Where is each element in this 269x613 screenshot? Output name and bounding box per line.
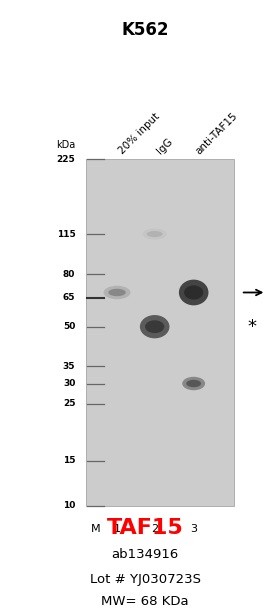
Text: 80: 80 — [63, 270, 75, 279]
Text: 30: 30 — [63, 379, 75, 388]
Ellipse shape — [179, 280, 208, 305]
Text: MW= 68 KDa: MW= 68 KDa — [101, 595, 189, 609]
Text: IgG: IgG — [155, 137, 174, 156]
Text: kDa: kDa — [56, 140, 75, 150]
Text: Lot # YJ030723S: Lot # YJ030723S — [90, 573, 201, 586]
Ellipse shape — [186, 380, 201, 387]
Ellipse shape — [104, 286, 130, 299]
Ellipse shape — [145, 320, 164, 333]
Text: 3: 3 — [190, 524, 197, 534]
Text: 20% input: 20% input — [117, 112, 162, 156]
Text: 65: 65 — [63, 293, 75, 302]
Ellipse shape — [140, 315, 169, 338]
Text: 225: 225 — [56, 155, 75, 164]
Text: TAF15: TAF15 — [107, 519, 184, 538]
Text: 50: 50 — [63, 322, 75, 331]
Text: M: M — [91, 524, 100, 534]
Ellipse shape — [182, 377, 205, 390]
Text: *: * — [247, 318, 256, 336]
Ellipse shape — [108, 289, 126, 296]
Text: 35: 35 — [63, 362, 75, 371]
Text: ab134916: ab134916 — [112, 548, 179, 562]
FancyBboxPatch shape — [86, 159, 234, 506]
Text: 115: 115 — [56, 229, 75, 238]
Ellipse shape — [147, 231, 162, 237]
Text: 25: 25 — [63, 399, 75, 408]
Ellipse shape — [184, 286, 203, 300]
Text: 15: 15 — [63, 456, 75, 465]
Ellipse shape — [143, 229, 167, 240]
Text: K562: K562 — [122, 21, 169, 39]
Text: 1: 1 — [114, 524, 121, 534]
Text: 10: 10 — [63, 501, 75, 510]
Text: 2: 2 — [151, 524, 158, 534]
Text: anti-TAF15: anti-TAF15 — [194, 110, 239, 156]
